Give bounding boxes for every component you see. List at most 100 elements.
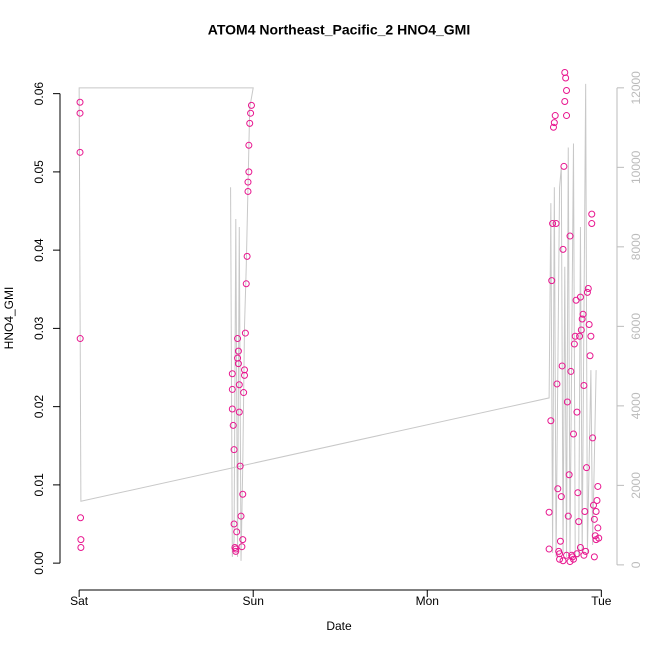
- data-point: [563, 112, 571, 120]
- data-point: [244, 178, 252, 186]
- data-point: [590, 501, 598, 509]
- data-point: [548, 277, 556, 285]
- data-point: [230, 446, 238, 454]
- y-axis-label: HNO4_GMI: [2, 287, 16, 350]
- data-point: [247, 101, 255, 109]
- data-point: [562, 74, 570, 82]
- y-tick-label: 0.02: [32, 395, 46, 419]
- data-point: [77, 543, 85, 551]
- data-point: [567, 367, 575, 375]
- data-point: [243, 252, 251, 260]
- data-point: [564, 512, 572, 520]
- data-point: [578, 315, 586, 323]
- data-line: [78, 83, 597, 561]
- y2-tick-label: 6000: [629, 313, 643, 340]
- x-tick-label: Mon: [416, 594, 439, 608]
- data-point: [594, 482, 602, 490]
- data-point: [569, 555, 577, 563]
- data-point: [228, 405, 236, 413]
- data-point: [247, 109, 255, 117]
- y2-tick-label: 0: [629, 561, 643, 568]
- y-tick-label: 0.05: [32, 160, 46, 184]
- y-tick-label: 0.04: [32, 238, 46, 262]
- data-point: [576, 293, 584, 301]
- data-point: [592, 507, 600, 515]
- data-point: [241, 366, 249, 374]
- data-point: [559, 557, 567, 565]
- data-point: [566, 232, 574, 240]
- data-point: [573, 550, 581, 558]
- data-point: [235, 408, 243, 416]
- data-point: [244, 187, 252, 195]
- data-point: [576, 332, 584, 340]
- data-point: [593, 497, 601, 505]
- data-point: [570, 340, 578, 348]
- y-tick-label: 0.00: [32, 551, 46, 575]
- data-point: [582, 547, 590, 555]
- data-point: [556, 550, 564, 558]
- data-point: [242, 280, 250, 288]
- data-point: [590, 553, 598, 561]
- data-point: [245, 168, 253, 176]
- data-point: [235, 381, 243, 389]
- data-point: [579, 310, 587, 318]
- data-point: [229, 421, 237, 429]
- data-point: [557, 493, 565, 501]
- data-point: [550, 119, 558, 127]
- y2-tick-label: 4000: [629, 392, 643, 419]
- data-point: [566, 558, 574, 566]
- data-point: [233, 528, 241, 536]
- data-point: [575, 518, 583, 526]
- data-point: [563, 87, 571, 95]
- data-point: [588, 210, 596, 218]
- data-point: [580, 551, 588, 559]
- data-point: [558, 362, 566, 370]
- data-point: [563, 398, 571, 406]
- x-tick-label: Sun: [243, 594, 264, 608]
- data-point: [583, 288, 591, 296]
- data-point: [239, 536, 247, 544]
- y-tick-label: 0.06: [32, 82, 46, 106]
- data-point: [76, 109, 84, 117]
- data-point: [232, 547, 240, 555]
- data-point: [592, 536, 600, 544]
- data-point: [77, 536, 85, 544]
- data-point: [569, 430, 577, 438]
- data-point: [228, 385, 236, 393]
- data-point: [241, 329, 249, 337]
- y-tick-label: 0.01: [32, 473, 46, 497]
- data-point: [246, 119, 254, 127]
- data-point: [239, 490, 247, 498]
- data-point: [580, 382, 588, 390]
- data-point: [234, 347, 242, 355]
- data-point: [545, 545, 553, 553]
- data-point: [245, 141, 253, 149]
- data-point: [76, 98, 84, 106]
- y2-tick-label: 10000: [629, 150, 643, 184]
- data-point: [565, 471, 573, 479]
- y2-tick-label: 12000: [629, 71, 643, 105]
- data-point: [234, 335, 242, 343]
- data-point: [577, 326, 585, 334]
- y-tick-label: 0.03: [32, 316, 46, 340]
- y2-tick-label: 8000: [629, 233, 643, 260]
- data-point: [551, 112, 559, 120]
- data-point: [571, 332, 579, 340]
- data-point: [237, 512, 245, 520]
- data-point: [76, 148, 84, 156]
- data-point: [583, 464, 591, 472]
- data-point: [574, 489, 582, 497]
- x-tick-label: Tue: [591, 594, 612, 608]
- data-point: [591, 532, 599, 540]
- data-point: [586, 352, 594, 360]
- data-point: [563, 551, 571, 559]
- chart-title: ATOM4 Northeast_Pacific_2 HNO4_GMI: [208, 22, 470, 38]
- x-axis-label: Date: [326, 619, 352, 633]
- data-point: [587, 332, 595, 340]
- data-point: [561, 97, 569, 105]
- y2-tick-label: 2000: [629, 472, 643, 499]
- data-point: [584, 284, 592, 292]
- data-point: [240, 389, 248, 397]
- data-point: [556, 537, 564, 545]
